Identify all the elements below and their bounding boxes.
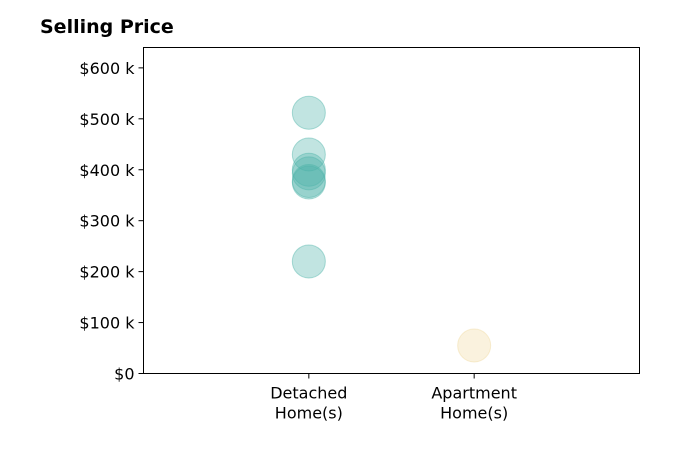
plot-frame	[143, 47, 640, 374]
y-tick-label: $100 k	[79, 314, 135, 333]
x-tick-label: Apartment Home(s)	[431, 384, 517, 423]
data-point	[291, 156, 326, 191]
x-tick-label: Detached Home(s)	[270, 384, 347, 423]
data-point	[457, 328, 492, 363]
y-axis: $0 $100 k $200 k $300 k $400 k $500 k $600 k	[79, 59, 144, 384]
y-tick-label: $0	[114, 365, 134, 384]
y-tick-label: $400 k	[79, 161, 135, 180]
data-point	[291, 244, 326, 279]
data-point	[291, 152, 326, 187]
x-axis: Detached Home(s) Apartment Home(s)	[270, 373, 517, 423]
data-points	[291, 95, 492, 363]
y-tick-label: $200 k	[79, 263, 135, 282]
data-point	[291, 95, 326, 130]
y-tick-label: $600 k	[79, 59, 135, 78]
y-tick-label: $300 k	[79, 212, 135, 231]
data-point	[291, 163, 326, 198]
y-tick-label: $500 k	[79, 110, 135, 129]
chart-title: Selling Price	[40, 16, 174, 38]
data-point	[291, 137, 326, 172]
data-point	[291, 165, 326, 200]
